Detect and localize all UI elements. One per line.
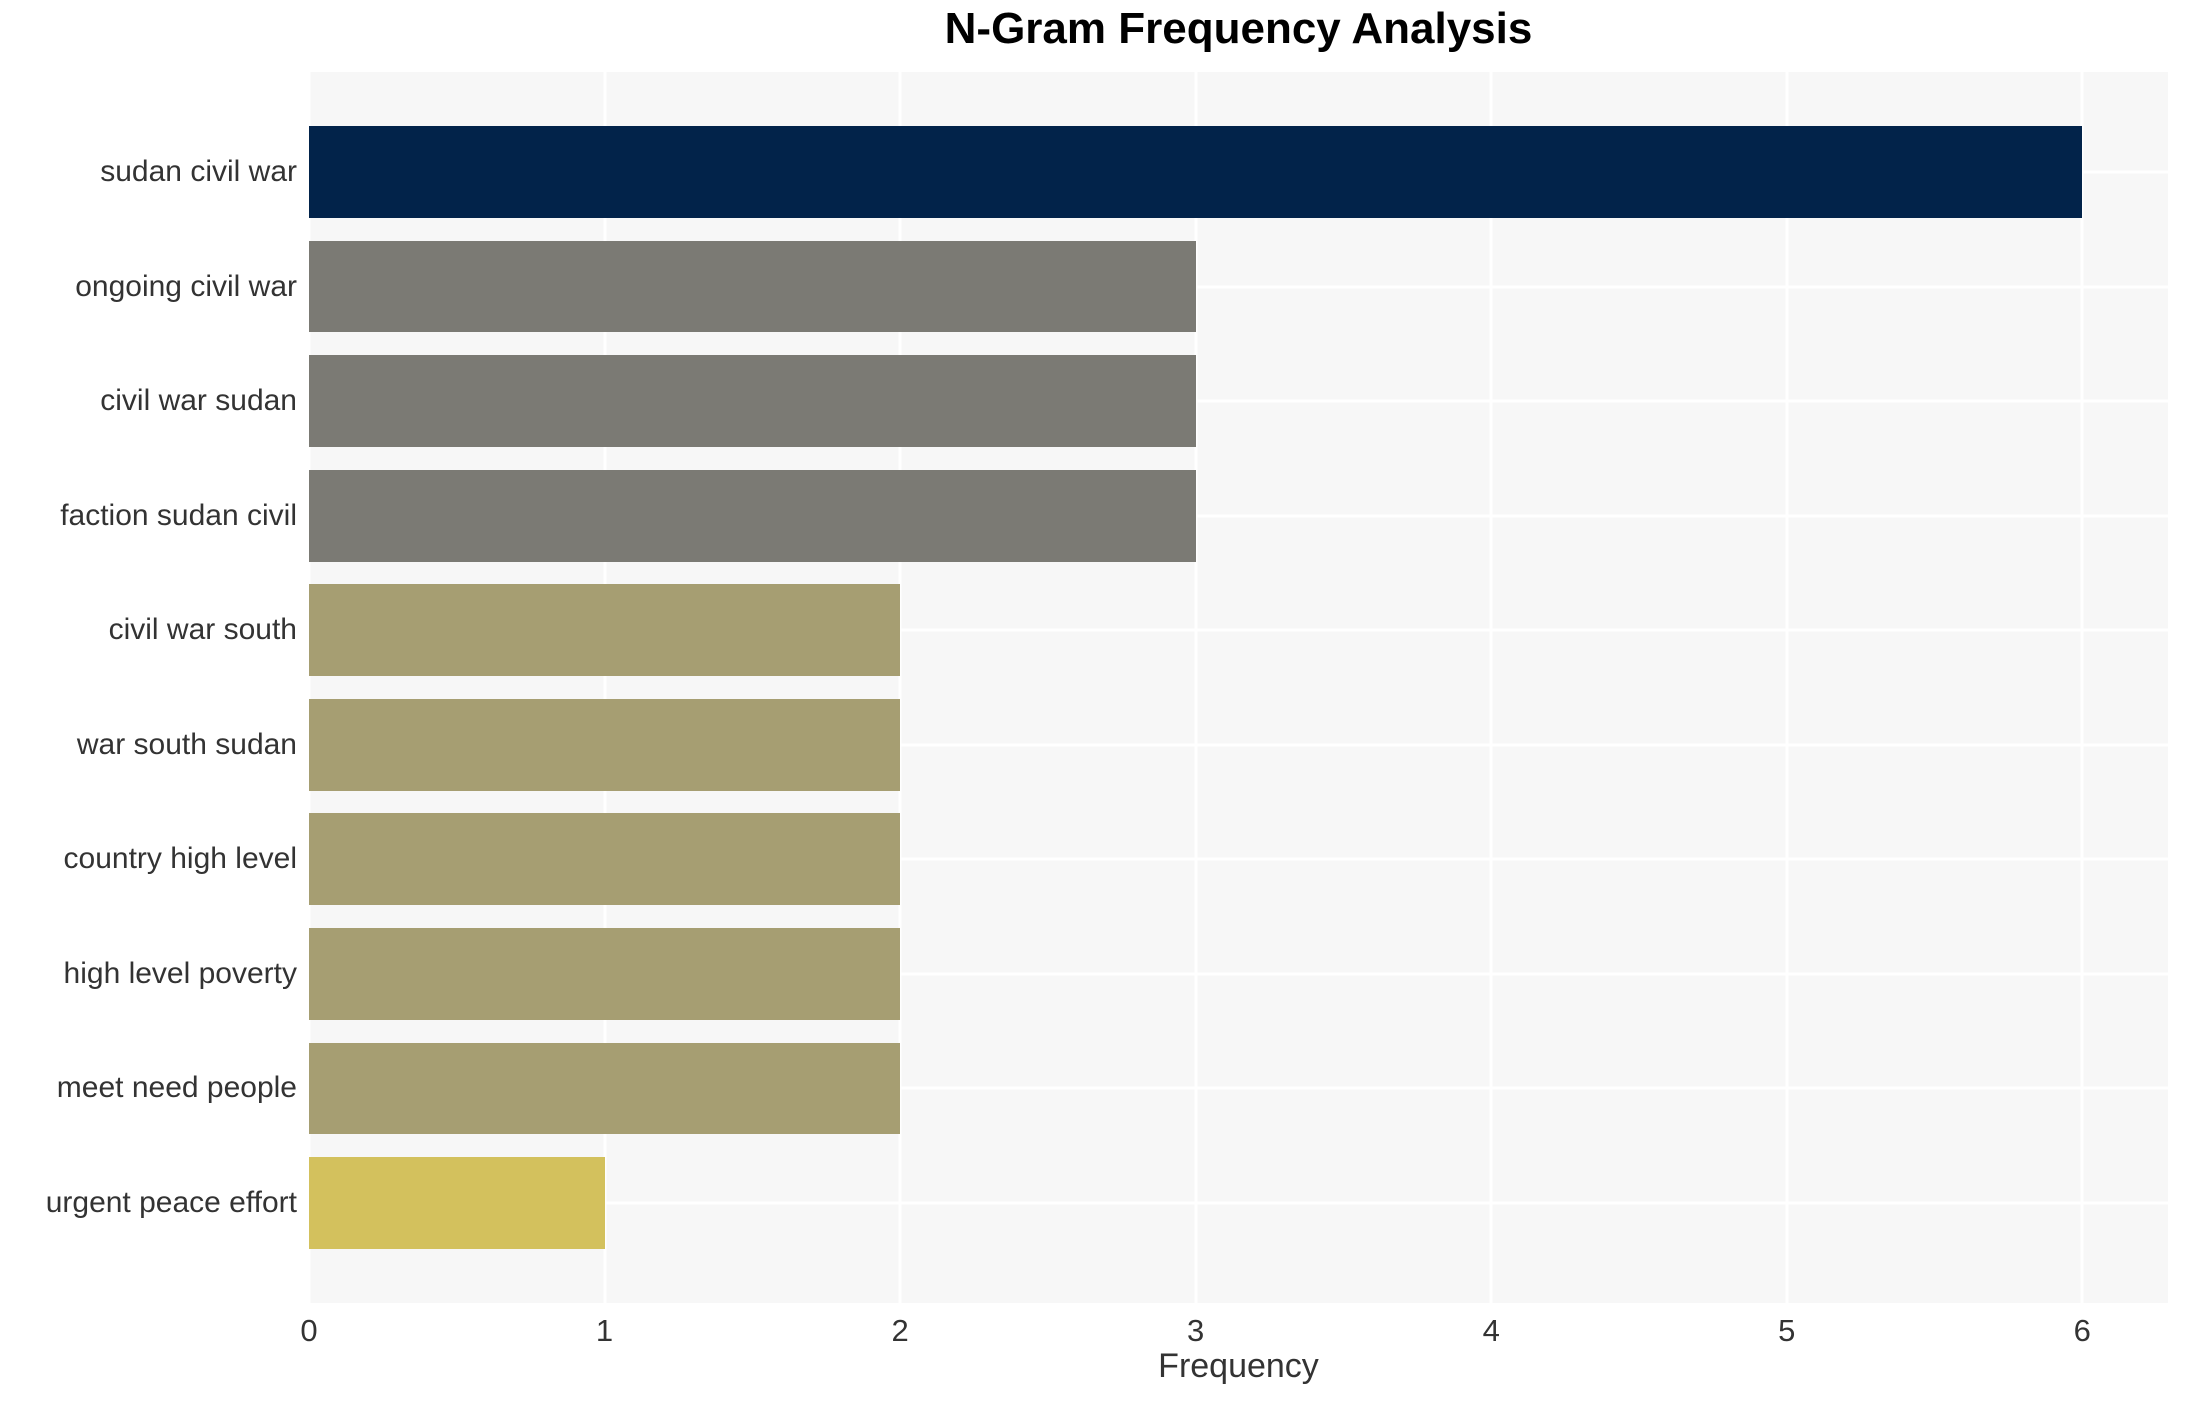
y-tick-label: civil war sudan [100, 384, 297, 418]
gridline-y [309, 1201, 2168, 1205]
gridline-y [309, 628, 2168, 632]
gridline-y [309, 1086, 2168, 1090]
bar-urgent-peace-effort [309, 1157, 605, 1249]
y-tick-label: ongoing civil war [75, 269, 297, 303]
y-tick-label: sudan civil war [100, 155, 297, 189]
y-tick-label: war south sudan [76, 727, 297, 761]
x-tick-label: 6 [2073, 1313, 2091, 1348]
x-tick-label: 1 [595, 1313, 614, 1348]
x-tick-label: 5 [1778, 1313, 1796, 1348]
y-tick-label: faction sudan civil [60, 498, 297, 532]
gridline-x [603, 72, 607, 1303]
bar-civil-war-sudan [309, 355, 1196, 447]
gridline-y [309, 743, 2168, 747]
bar-faction-sudan-civil [309, 469, 1196, 562]
bar-war-south-sudan [309, 698, 901, 791]
gridline-x [898, 72, 902, 1303]
x-axis-title: Frequency [1158, 1347, 1319, 1385]
bar-high-level-poverty [309, 928, 901, 1020]
chart-title: N-Gram Frequency Analysis [944, 4, 1533, 53]
y-tick-label: meet need people [56, 1071, 297, 1105]
gridline-y [309, 972, 2168, 976]
gridline-y [309, 857, 2168, 861]
x-tick-label: 2 [891, 1313, 909, 1348]
gridline-x [2080, 72, 2084, 1303]
y-tick-label: civil war south [108, 613, 297, 647]
gridline-y [309, 514, 2168, 518]
x-tick-label: 0 [300, 1313, 318, 1348]
gridline-x [1785, 72, 1789, 1303]
y-tick-label: high level poverty [63, 956, 297, 990]
y-tick-label: country high level [63, 842, 297, 876]
gridline-x [1194, 72, 1198, 1303]
gridline-x [307, 72, 311, 1303]
y-tick-label: urgent peace effort [45, 1185, 297, 1219]
x-tick-label: 3 [1187, 1313, 1205, 1348]
bar-civil-war-south [309, 584, 901, 677]
bar-meet-need-people [309, 1042, 901, 1135]
bar-country-high-level [309, 813, 901, 906]
bar-ongoing-civil-war [309, 240, 1196, 333]
x-tick-label: 4 [1482, 1313, 1500, 1348]
gridline-y [309, 285, 2168, 289]
gridline-x [1489, 72, 1493, 1303]
gridline-y [309, 399, 2168, 403]
bar-sudan-civil-war [309, 126, 2083, 218]
plot-area [307, 72, 2168, 1303]
